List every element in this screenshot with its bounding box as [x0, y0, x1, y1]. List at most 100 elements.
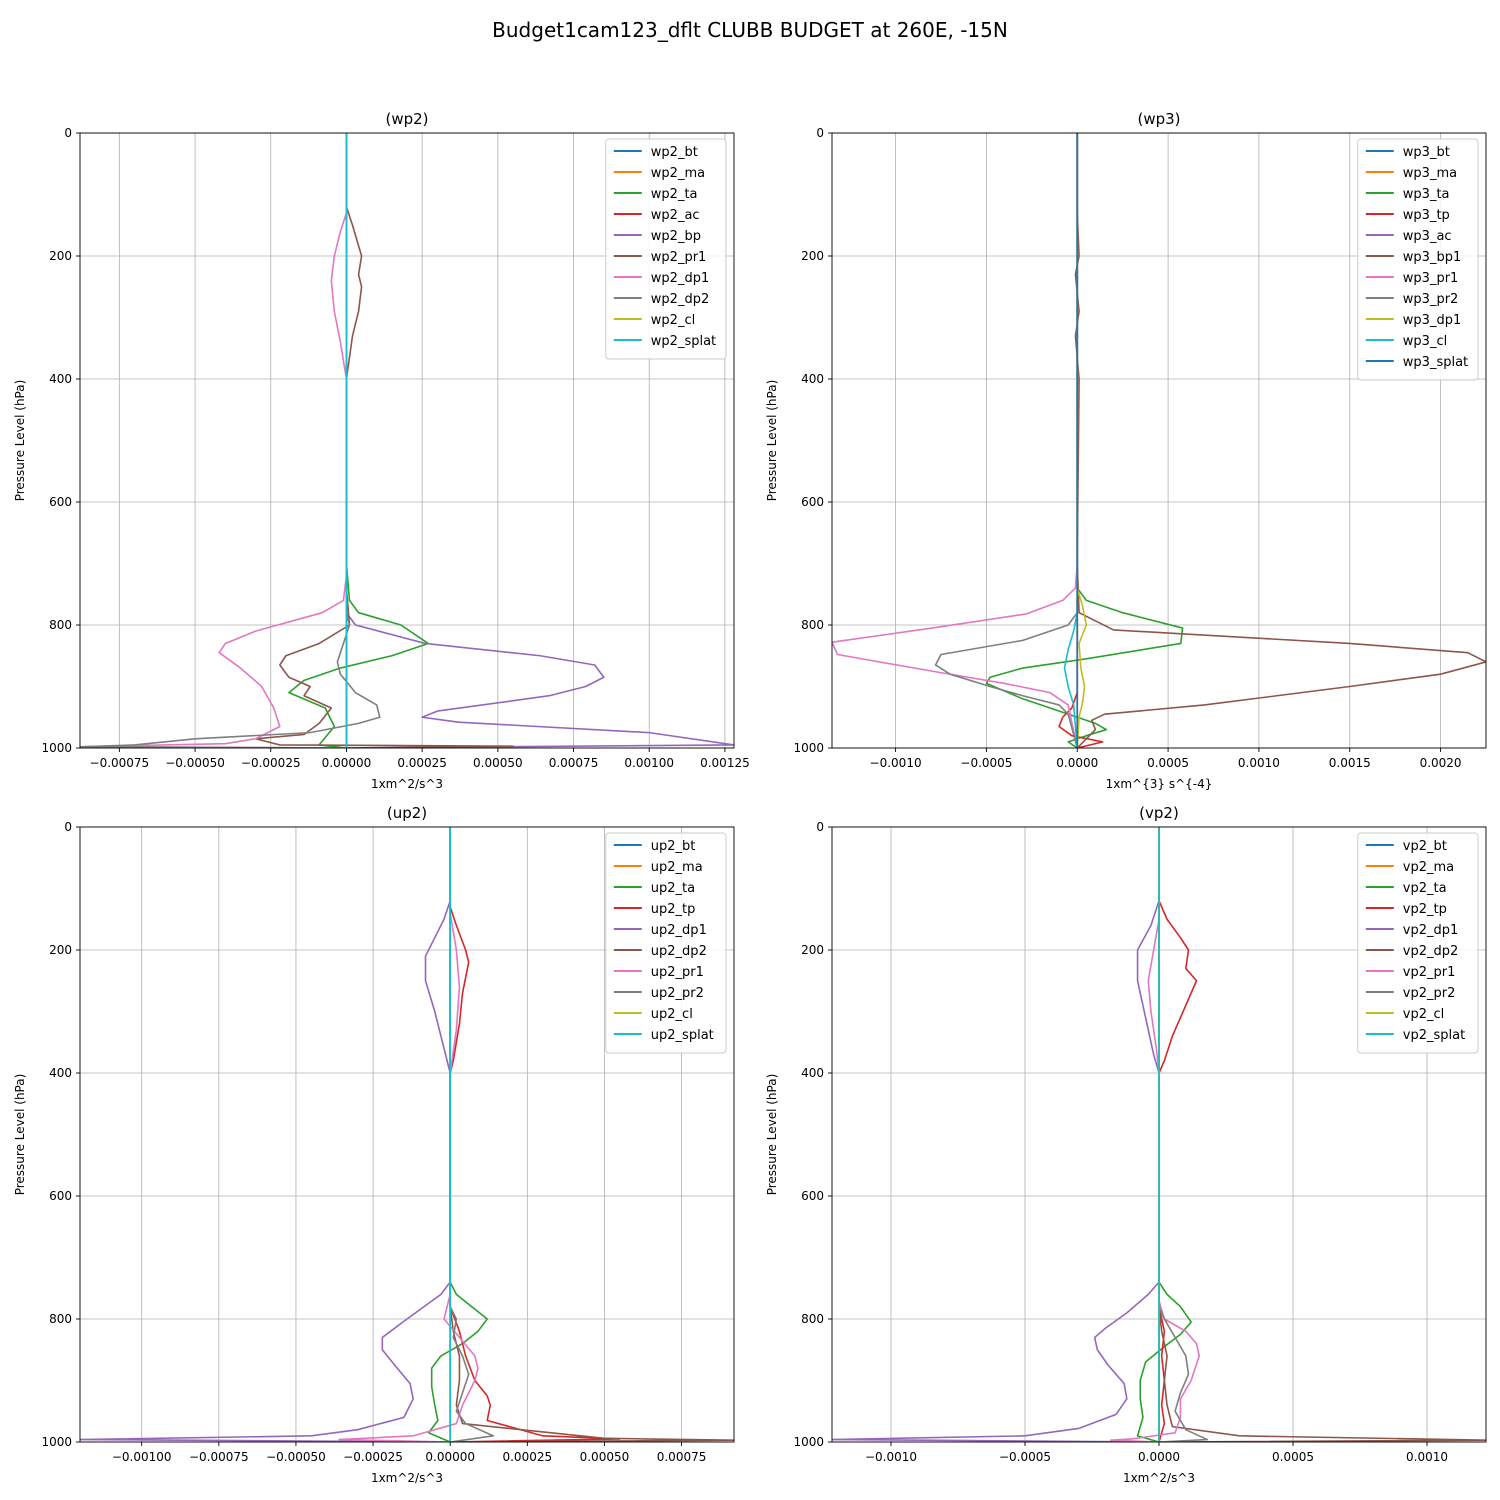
series-group: [832, 133, 1486, 748]
y-tick-label: 800: [801, 1312, 824, 1326]
y-axis-label: Pressure Level (hPa): [765, 380, 779, 502]
legend-entry: wp2_bp: [651, 229, 701, 244]
legend-entry: wp3_tp: [1403, 208, 1450, 223]
legend-entry: up2_tp: [651, 902, 696, 917]
series-line-wp2_ta: [288, 133, 429, 748]
y-tick-label: 400: [801, 1066, 824, 1080]
y-tick-label: 800: [49, 1312, 72, 1326]
legend-entry: vp2_dp2: [1403, 944, 1459, 959]
series-line-up2_pr1: [338, 827, 479, 1442]
legend-entry: vp2_pr1: [1403, 965, 1456, 980]
legend-entry: wp2_splat: [651, 334, 716, 349]
panel-title: (up2): [387, 804, 427, 822]
series-line-wp3_cl: [1063, 133, 1079, 748]
y-tick-label: 200: [801, 943, 824, 957]
legend-entry: wp3_dp1: [1403, 313, 1461, 328]
series-line-vp2_tp: [1158, 827, 1198, 1442]
x-axis-label: 1xm^2/s^3: [1123, 1471, 1195, 1485]
y-tick-label: 600: [801, 495, 824, 509]
series-line-wp3_pr2: [934, 133, 1079, 748]
y-axis-label: Pressure Level (hPa): [13, 1074, 27, 1196]
legend-entry: vp2_bt: [1403, 839, 1447, 854]
x-tick-label: 0.0000: [1056, 756, 1098, 770]
y-tick-label: 1000: [793, 1435, 824, 1449]
x-axis-label: 1xm^{3} s^{-4}: [1106, 777, 1213, 791]
y-tick-label: 600: [49, 495, 72, 509]
legend-entry: wp3_bp1: [1403, 250, 1461, 265]
y-tick-label: 0: [64, 126, 72, 140]
y-tick-label: 400: [49, 372, 72, 386]
x-tick-label: −0.00050: [266, 1450, 326, 1464]
legend-entry: vp2_pr2: [1403, 986, 1456, 1001]
legend-entry: vp2_ma: [1403, 860, 1454, 875]
y-tick-label: 600: [801, 1189, 824, 1203]
figure-title: Budget1cam123_dflt CLUBB BUDGET at 260E,…: [492, 18, 1008, 42]
panel-title: (wp2): [385, 110, 428, 128]
series-line-wp3_bp1: [1074, 133, 1486, 748]
panel-2: −0.00100 −0.00075 −0.00050 −0.00025 0.00000 0…: [13, 804, 735, 1485]
x-tick-label: 0.00025: [397, 756, 447, 770]
plot-frame: [79, 132, 735, 749]
panel-1: −0.0010 −0.0005 0.0000 0.0005 0.0010 0.0015 0.…: [765, 110, 1487, 791]
series-line-wp3_ta: [985, 133, 1184, 748]
y-tick-label: 0: [64, 820, 72, 834]
legend-entry: vp2_tp: [1403, 902, 1447, 917]
x-tick-label: −0.0005: [999, 1450, 1051, 1464]
y-axis-label: Pressure Level (hPa): [765, 1074, 779, 1196]
series-line-up2_ta: [427, 827, 489, 1442]
y-tick-label: 400: [49, 1066, 72, 1080]
legend-entry: wp2_ta: [651, 187, 698, 202]
panel-title: (wp3): [1137, 110, 1180, 128]
legend-entry: up2_ma: [651, 860, 703, 875]
y-axis-label: Pressure Level (hPa): [13, 380, 27, 502]
legend-entry: wp3_cl: [1403, 334, 1447, 349]
panel-0: −0.00075 −0.00050 −0.00025 0.00000 0.00025 0.…: [13, 110, 750, 791]
legend-entry: wp3_ac: [1403, 229, 1452, 244]
series-line-up2_tp: [449, 827, 621, 1442]
series-line-wp2_dp2: [80, 133, 381, 748]
y-tick-label: 0: [816, 820, 824, 834]
legend-entry: vp2_splat: [1403, 1028, 1465, 1043]
legend-entry: wp2_ac: [651, 208, 700, 223]
legend-entry: wp2_cl: [651, 313, 695, 328]
legend-entry: wp3_ma: [1403, 166, 1457, 181]
y-tick-label: 1000: [793, 741, 824, 755]
x-tick-label: 0.00000: [322, 756, 372, 770]
legend-entry: vp2_dp1: [1403, 923, 1459, 938]
series-line-vp2_pr1: [1109, 827, 1200, 1442]
legend: up2_bt up2_ma up2_ta up2_tp up2_dp1 up2_dp2up…: [605, 832, 727, 1054]
legend-entry: wp2_dp1: [651, 271, 709, 286]
series-line-up2_pr2: [449, 827, 495, 1442]
panel-3: −0.0010 −0.0005 0.0000 0.0005 0.0010 0 200 400 6…: [765, 804, 1487, 1485]
plot-frame: [831, 132, 1487, 749]
x-tick-label: −0.00025: [241, 756, 301, 770]
x-tick-label: 0.00050: [580, 1450, 630, 1464]
series-line-wp3_tp: [1058, 133, 1104, 748]
y-tick-label: 200: [801, 249, 824, 263]
x-tick-label: 0.00025: [502, 1450, 552, 1464]
x-tick-label: 0.0010: [1406, 1450, 1448, 1464]
legend: wp2_bt wp2_ma wp2_ta wp2_ac wp2_bp wp2_pr1 wp2…: [605, 138, 727, 360]
x-tick-label: −0.00075: [90, 756, 150, 770]
x-tick-label: 0.00075: [549, 756, 599, 770]
series-line-wp3_pr1: [832, 133, 1079, 748]
y-tick-label: 800: [49, 618, 72, 632]
series-line-wp2_pr1: [254, 133, 514, 748]
legend-entry: wp3_pr1: [1403, 271, 1459, 286]
legend-entry: wp2_ma: [651, 166, 705, 181]
x-tick-label: −0.00025: [343, 1450, 403, 1464]
x-axis-label: 1xm^2/s^3: [371, 777, 443, 791]
panels: −0.00075 −0.00050 −0.00025 0.00000 0.00025 0.…: [13, 110, 1487, 1485]
legend-entry: up2_bt: [651, 839, 696, 854]
legend-entry: wp2_dp2: [651, 292, 709, 307]
legend-entry: up2_dp1: [651, 923, 707, 938]
x-tick-label: −0.0010: [870, 756, 922, 770]
x-tick-label: 0.00050: [473, 756, 523, 770]
panel-title: (vp2): [1139, 804, 1179, 822]
y-tick-label: 400: [801, 372, 824, 386]
y-tick-label: 200: [49, 943, 72, 957]
x-tick-label: 0.00125: [700, 756, 750, 770]
legend-entry: vp2_ta: [1403, 881, 1447, 896]
series-group: [80, 827, 734, 1442]
